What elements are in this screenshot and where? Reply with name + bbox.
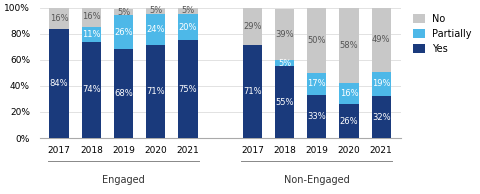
Text: 16%: 16% — [340, 89, 358, 98]
Bar — [82, 27, 101, 42]
Bar — [146, 14, 166, 45]
Bar — [307, 73, 326, 95]
Text: Engaged: Engaged — [102, 174, 145, 184]
Text: 5%: 5% — [117, 8, 130, 17]
Bar — [178, 40, 198, 138]
Text: 32%: 32% — [372, 113, 391, 122]
Text: 39%: 39% — [275, 30, 294, 39]
Text: 20%: 20% — [179, 23, 197, 32]
Bar — [339, 104, 359, 138]
Bar — [372, 8, 391, 72]
Bar — [307, 8, 326, 73]
Text: 11%: 11% — [82, 30, 100, 39]
Text: 19%: 19% — [372, 79, 390, 88]
Text: 5%: 5% — [278, 59, 291, 68]
Text: 16%: 16% — [82, 12, 101, 21]
Text: 29%: 29% — [243, 22, 262, 31]
Text: 16%: 16% — [50, 14, 69, 23]
Bar — [114, 9, 133, 16]
Bar — [275, 66, 294, 138]
Bar — [372, 96, 391, 138]
Text: 55%: 55% — [276, 98, 294, 107]
Bar — [82, 42, 101, 138]
Bar — [178, 14, 198, 40]
Bar — [146, 8, 166, 14]
Bar — [49, 8, 69, 29]
Text: 68%: 68% — [114, 89, 133, 98]
Text: 74%: 74% — [82, 85, 101, 94]
Text: Non-Engaged: Non-Engaged — [284, 174, 349, 184]
Bar — [146, 45, 166, 138]
Text: 84%: 84% — [50, 79, 69, 88]
Text: 71%: 71% — [146, 87, 165, 96]
Bar — [243, 8, 262, 45]
Text: 33%: 33% — [307, 112, 326, 121]
Text: 24%: 24% — [146, 25, 165, 34]
Text: 71%: 71% — [243, 87, 262, 96]
Bar — [275, 9, 294, 60]
Legend: No, Partially, Yes: No, Partially, Yes — [409, 10, 476, 57]
Text: 26%: 26% — [114, 28, 133, 37]
Bar — [178, 8, 198, 14]
Bar — [82, 6, 101, 27]
Bar — [372, 72, 391, 96]
Bar — [307, 95, 326, 138]
Bar — [275, 60, 294, 66]
Bar — [49, 29, 69, 138]
Text: 17%: 17% — [308, 79, 326, 88]
Bar — [339, 83, 359, 104]
Text: 26%: 26% — [340, 117, 358, 126]
Text: 50%: 50% — [308, 36, 326, 45]
Text: 5%: 5% — [149, 6, 162, 16]
Text: 75%: 75% — [179, 85, 197, 94]
Text: 49%: 49% — [372, 35, 390, 44]
Bar — [114, 49, 133, 138]
Bar — [339, 8, 359, 83]
Bar — [243, 45, 262, 138]
Text: 58%: 58% — [340, 41, 358, 50]
Text: 5%: 5% — [181, 6, 194, 16]
Bar — [114, 16, 133, 49]
